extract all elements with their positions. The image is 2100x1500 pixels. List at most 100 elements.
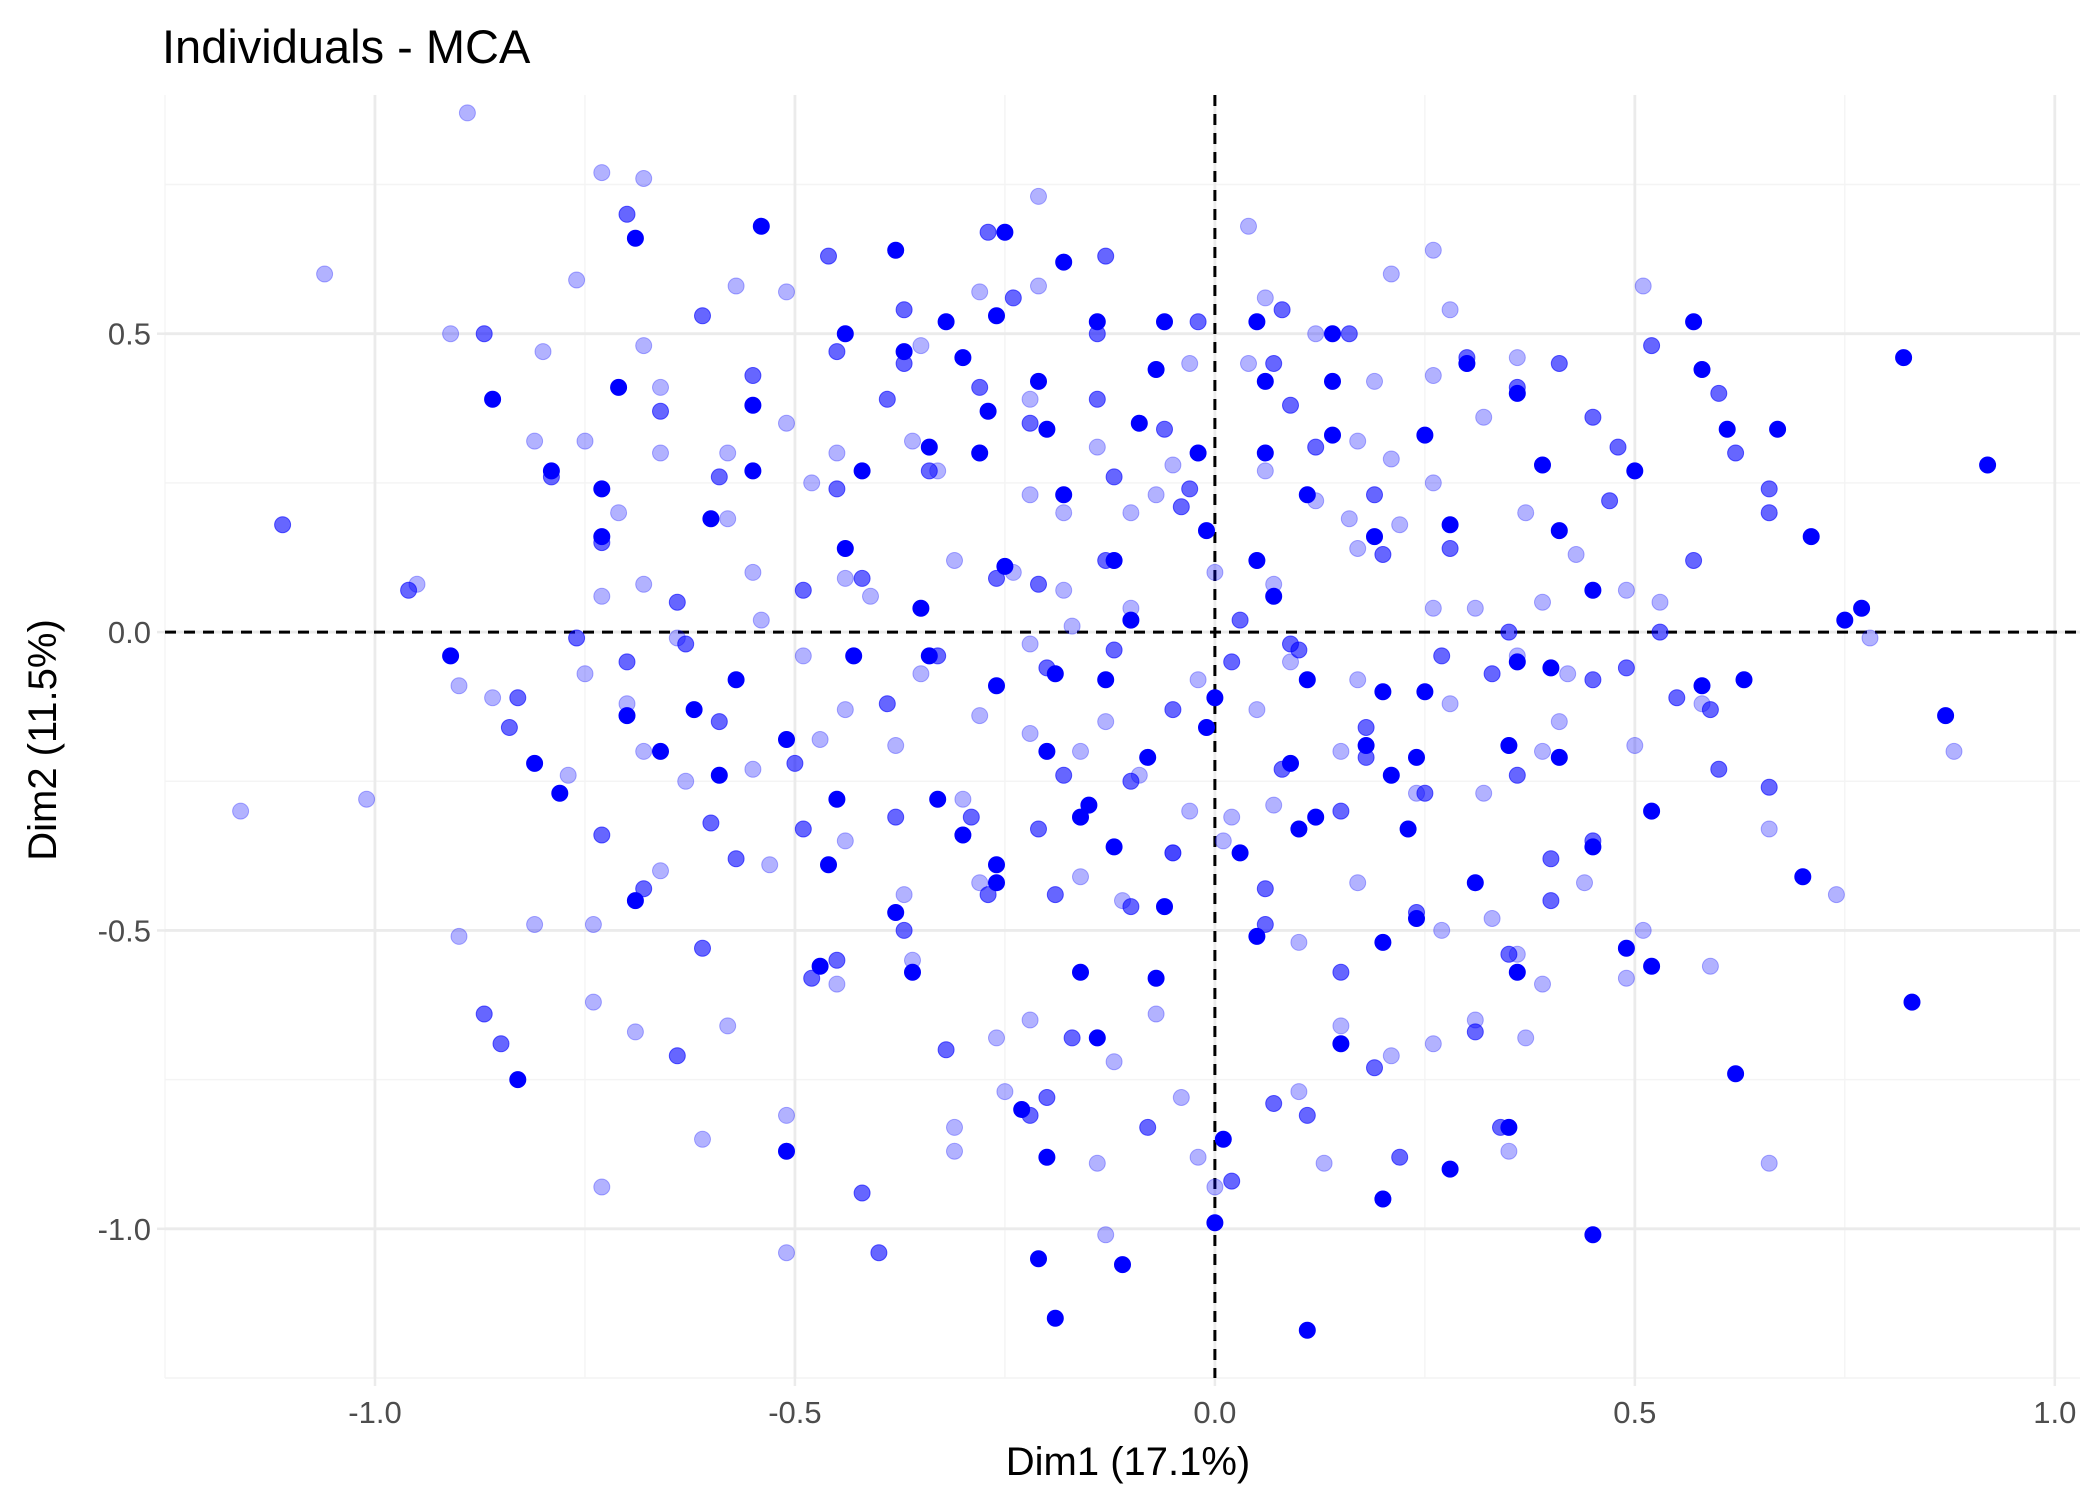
data-point [1441,540,1459,557]
data-point [1282,653,1299,671]
data-point [1088,313,1106,331]
data-point [1248,927,1266,945]
x-tick-label: 1.0 [2033,1395,2076,1430]
data-point [1046,886,1064,904]
data-point [727,671,745,689]
data-point [1240,217,1257,235]
data-point [400,581,418,599]
data-point [1231,844,1249,862]
data-point [1475,408,1493,426]
data-point [946,1118,963,1136]
data-point [1290,820,1308,838]
y-axis-ticks: 0.5 0.0 -0.5 -1.0 [98,317,165,1247]
data-point [1256,880,1274,898]
data-point [946,1142,963,1160]
data-point [1408,910,1425,927]
data-point [971,444,989,462]
data-point [1357,737,1375,754]
data-point [484,689,502,707]
data-point [971,378,989,396]
data-point [1097,713,1115,731]
data-point [1399,820,1417,838]
data-point [702,814,720,832]
data-point [702,510,720,528]
data-point [1332,1035,1350,1053]
data-point [1802,528,1820,546]
data-point [1206,1214,1224,1232]
data-point [1088,390,1106,408]
data-point [450,927,468,945]
data-point [1038,742,1056,760]
data-point [878,390,896,408]
data-point [1248,701,1266,719]
data-point [1307,325,1325,343]
data-point [778,731,795,748]
data-point [778,283,795,301]
data-point [542,462,560,480]
data-point [1030,820,1047,838]
data-point [1584,838,1602,856]
data-point [1315,1154,1333,1172]
data-point [1172,498,1190,516]
data-point [954,790,972,808]
data-point [988,856,1005,874]
reference-lines [165,95,2080,1378]
data-point [1256,372,1274,390]
data-point [828,444,846,462]
data-point [1601,492,1619,510]
data-point [971,707,989,725]
data-point [1366,486,1383,504]
data-point [1097,247,1115,265]
data-point [1349,540,1367,557]
data-point [1534,975,1551,993]
data-point [1030,372,1047,390]
data-point [895,301,913,319]
data-point [1550,355,1568,372]
data-point [988,569,1005,587]
data-point [744,563,762,581]
data-point [1072,742,1089,760]
data-point [526,916,544,933]
data-point [1542,850,1560,868]
data-point [1223,808,1241,826]
data-point [1500,1118,1518,1136]
data-point [979,402,997,420]
data-point [1298,486,1316,504]
data-point [1567,546,1585,563]
data-point [475,1005,493,1023]
data-point [1181,802,1199,820]
data-point [593,1178,611,1196]
data-point [1248,552,1266,569]
data-point [996,223,1014,241]
data-point [778,414,795,432]
data-point [1004,289,1022,307]
data-point [1223,653,1241,671]
data-point [1114,1256,1131,1274]
data-point [979,223,997,241]
data-point [1643,337,1661,355]
data-point [1080,796,1098,814]
data-point [1214,832,1232,850]
data-point [920,438,938,456]
data-point [887,241,905,259]
data-point [1374,1190,1392,1208]
data-point [1063,1029,1081,1047]
data-point [1617,939,1635,957]
data-point [652,742,669,760]
data-point [962,808,980,826]
data-point [1147,361,1165,378]
data-point [559,766,577,784]
data-point [853,1184,871,1202]
data-point [1122,504,1140,522]
data-point [1945,742,1963,760]
data-point [1139,1118,1157,1136]
data-point [1836,611,1854,629]
data-point [1340,325,1358,343]
data-point [786,754,804,772]
data-point [895,921,913,939]
data-point [920,462,938,480]
data-point [1290,933,1308,951]
data-point [534,343,552,361]
data-point [1072,963,1089,981]
data-point [803,969,821,987]
